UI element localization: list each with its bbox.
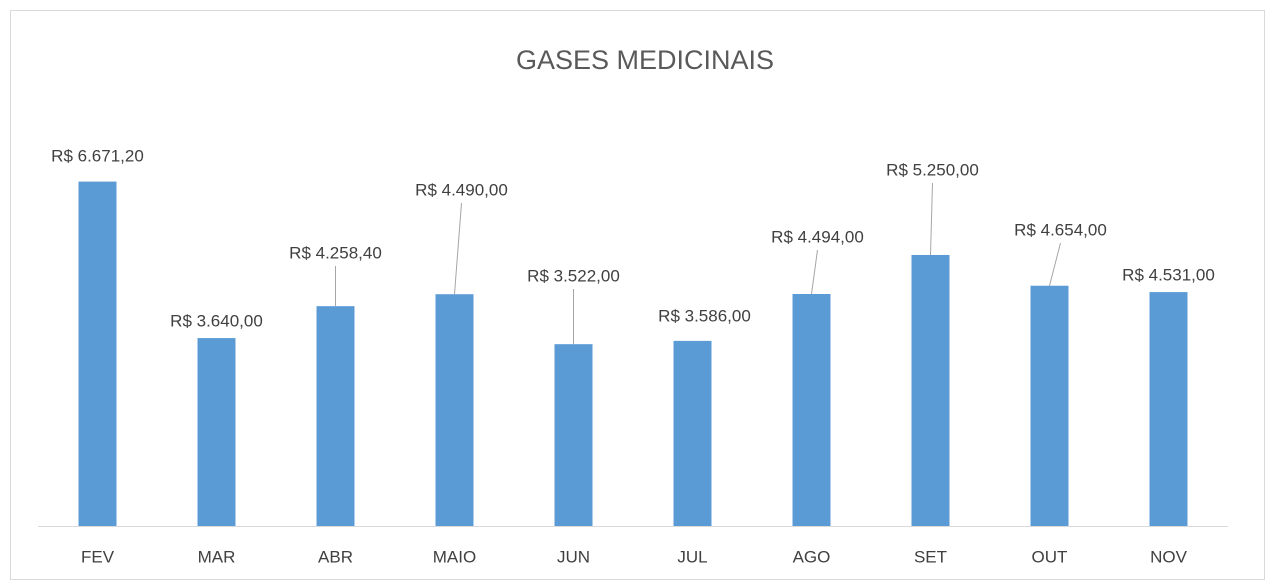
data-label: R$ 4.494,00 — [771, 227, 864, 246]
bar — [78, 181, 117, 526]
x-tick-label: MAR — [198, 547, 236, 566]
x-tick-label: NOV — [1150, 547, 1188, 566]
x-tick-label: OUT — [1032, 547, 1068, 566]
x-tick-label: MAIO — [433, 547, 476, 566]
x-tick-label: SET — [914, 547, 947, 566]
chart-title: GASES MEDICINAIS — [516, 45, 774, 75]
x-tick-label: AGO — [793, 547, 831, 566]
bar — [554, 344, 593, 526]
leader-line — [1049, 242, 1061, 286]
x-tick-label: JUL — [677, 547, 707, 566]
bar — [1149, 292, 1188, 526]
bar — [316, 306, 355, 526]
x-tick-label: JUN — [557, 547, 590, 566]
bar — [673, 340, 712, 526]
data-label: R$ 4.258,40 — [289, 243, 382, 262]
data-label: R$ 5.250,00 — [886, 160, 979, 179]
leader-line — [930, 182, 933, 255]
data-label: R$ 4.654,00 — [1014, 220, 1107, 239]
leader-line — [811, 249, 818, 295]
bar — [197, 338, 236, 526]
x-tick-label: ABR — [318, 547, 353, 566]
bar — [1030, 285, 1069, 526]
data-label: R$ 3.640,00 — [170, 311, 263, 330]
data-label: R$ 6.671,20 — [51, 146, 144, 165]
x-tick-label: FEV — [81, 547, 115, 566]
data-label: R$ 3.586,00 — [658, 306, 751, 325]
bar — [435, 294, 474, 526]
data-label: R$ 3.522,00 — [527, 266, 620, 285]
bar — [911, 254, 950, 526]
data-label: R$ 4.531,00 — [1122, 265, 1215, 284]
leader-line — [454, 202, 462, 295]
data-label: R$ 4.490,00 — [415, 180, 508, 199]
bar — [792, 293, 831, 526]
